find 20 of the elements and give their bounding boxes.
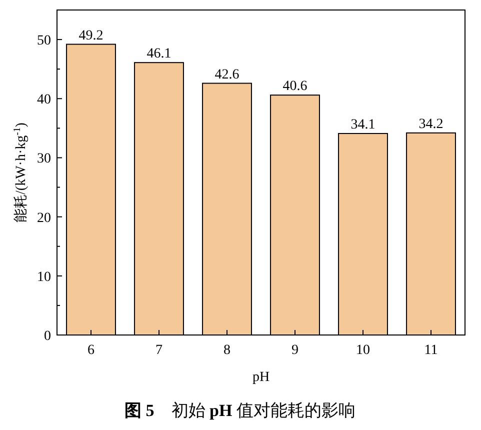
data-label: 34.2 bbox=[418, 116, 444, 132]
y-tick-label: 30 bbox=[37, 152, 51, 167]
y-tick-label: 10 bbox=[37, 270, 51, 285]
data-label: 34.1 bbox=[350, 118, 376, 132]
data-label: 40.6 bbox=[282, 79, 308, 94]
x-tick-label: 6 bbox=[88, 343, 94, 358]
y-tick-label: 0 bbox=[44, 329, 51, 344]
x-tick-label: 8 bbox=[224, 343, 230, 358]
data-label: 46.1 bbox=[146, 46, 172, 62]
y-tick-label: 50 bbox=[37, 34, 51, 49]
x-tick-label: 11 bbox=[424, 343, 438, 358]
x-tick-label: 9 bbox=[292, 343, 298, 358]
x-tick-label: 7 bbox=[156, 343, 162, 358]
x-axis-title: pH bbox=[252, 370, 270, 385]
y-tick-label: 40 bbox=[37, 92, 51, 108]
data-label: 49.2 bbox=[78, 28, 104, 44]
x-tick-label: 10 bbox=[356, 343, 370, 358]
data-label: 42.6 bbox=[214, 67, 240, 82]
y-tick-label: 20 bbox=[37, 210, 51, 226]
text: 图 5 初始 pH 值对能耗的影响 bbox=[124, 401, 356, 420]
